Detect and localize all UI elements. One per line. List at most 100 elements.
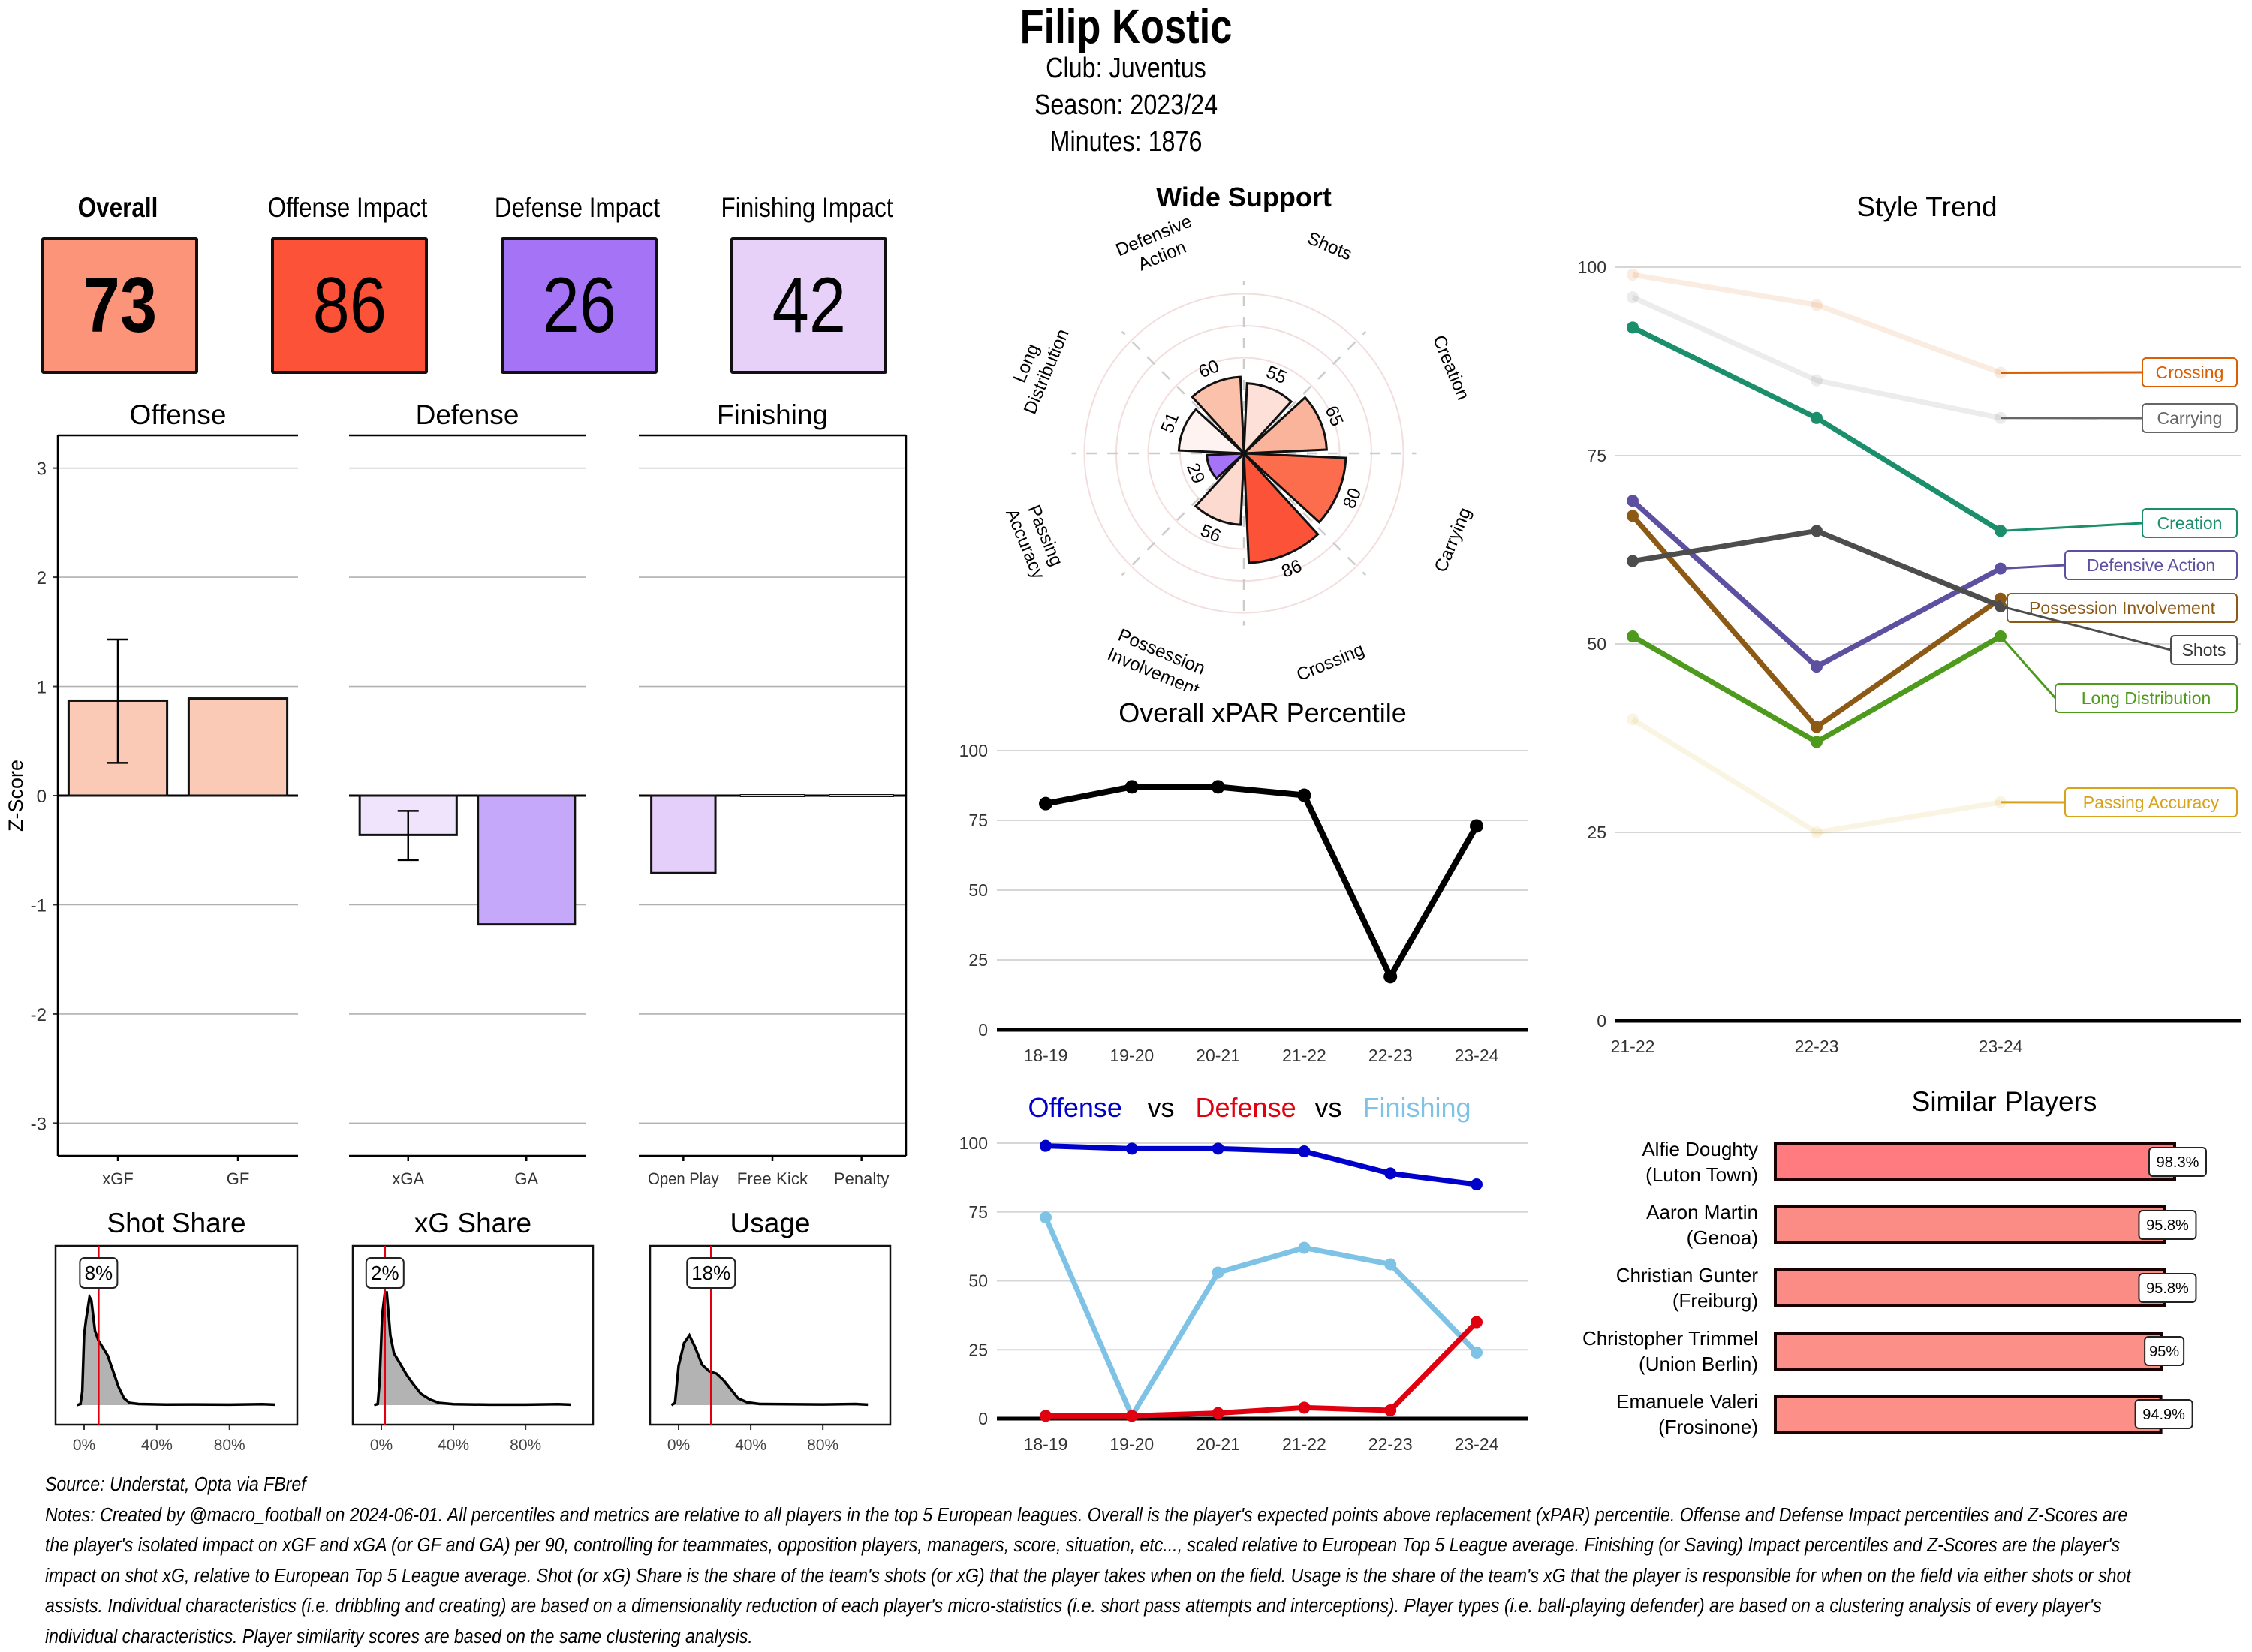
data-point-offense (1212, 1142, 1224, 1154)
x-tick-label: 40% (438, 1437, 469, 1454)
finishing-impact-score: 42 (772, 261, 845, 351)
label-leader-line (2001, 523, 2142, 531)
similar-player-club: (Genoa) (1687, 1226, 1758, 1249)
marker-label: 18% (691, 1262, 730, 1284)
offense-impact-label: Offense Impact (245, 192, 450, 224)
y-tick-label: 25 (1587, 823, 1606, 842)
defense-impact-label: Defense Impact (475, 192, 679, 224)
x-tick-label: Penalty (834, 1169, 890, 1188)
data-point-xpar (1383, 970, 1397, 983)
series-line-creation (1633, 327, 2001, 531)
data-point-finishing (1384, 1258, 1396, 1270)
similar-player-club: (Frosinone) (1658, 1416, 1758, 1438)
density-title-xg-share: xG Share (414, 1208, 531, 1238)
data-point-defensive-action (1811, 660, 1823, 673)
data-point-carrying (1811, 375, 1823, 387)
y-tick-label: 50 (968, 1271, 988, 1291)
data-point-finishing (1040, 1211, 1052, 1223)
data-point-possession-involvement (1627, 510, 1639, 522)
radar-value-label: 80 (1339, 485, 1365, 511)
data-point-long-distribution (1811, 736, 1823, 748)
data-point-passing-accuracy (1811, 826, 1823, 838)
similarity-label: 95.8% (2146, 1217, 2189, 1234)
data-point-offense (1298, 1145, 1310, 1157)
y-tick-label: -2 (31, 1005, 47, 1025)
y-tick-label: 2 (37, 568, 47, 588)
y-tick-label: 0 (37, 787, 47, 807)
y-tick-label: 75 (1587, 446, 1606, 465)
y-tick-label: 50 (968, 880, 988, 900)
bar-ga (478, 796, 575, 925)
series-label-carrying: Carrying (2157, 408, 2223, 428)
y-tick-label: 75 (968, 1202, 988, 1222)
data-point-possession-involvement (1811, 721, 1823, 733)
x-tick-label: 19-20 (1109, 1046, 1154, 1065)
radar-category-label: Crossing (1293, 639, 1367, 685)
y-tick-label: 100 (1578, 257, 1606, 277)
similarity-bar (1775, 1144, 2175, 1180)
similar-players-title: Similar Players (1912, 1086, 2097, 1117)
x-tick-label: 21-22 (1282, 1434, 1326, 1454)
ovd-title-part-0: Offense (1028, 1092, 1122, 1123)
data-point-offense (1126, 1142, 1138, 1154)
x-tick-label: 22-23 (1795, 1037, 1839, 1056)
series-line-shots (1633, 531, 2001, 606)
radar-category-label: PassingAccuracy (1001, 498, 1069, 582)
series-line-xpar (1046, 787, 1477, 976)
series-label-long-distribution: Long Distribution (2082, 688, 2211, 708)
x-tick-label: 19-20 (1109, 1434, 1154, 1454)
similar-player-club: (Luton Town) (1645, 1163, 1758, 1186)
similar-player-club: (Union Berlin) (1639, 1353, 1758, 1375)
x-tick-label: 21-22 (1282, 1046, 1326, 1065)
radar-value-label: 55 (1263, 362, 1290, 388)
overall-label: Overall (16, 192, 220, 224)
bar-gf (188, 699, 287, 796)
xpar-title: Overall xPAR Percentile (1118, 697, 1406, 728)
radar-value-label: 51 (1157, 410, 1183, 436)
series-label-defensive-action: Defensive Action (2087, 555, 2215, 575)
data-point-defense (1298, 1401, 1310, 1413)
data-point-passing-accuracy (1627, 713, 1639, 725)
notes-line-2: the player's isolated impact on xGF and … (45, 1530, 2029, 1561)
x-tick-label: 18-19 (1024, 1046, 1068, 1065)
similarity-label: 94.9% (2142, 1407, 2185, 1423)
data-point-xpar (1297, 789, 1311, 802)
x-tick-label: 23-24 (1455, 1046, 1499, 1065)
radar-value-label: 56 (1197, 520, 1224, 546)
ovd-title-part-3: vs (1315, 1092, 1342, 1123)
x-tick-label: 22-23 (1368, 1434, 1413, 1454)
series-label-crossing: Crossing (2156, 363, 2224, 382)
wide-support-radar: Wide Support55Shots65Creation80Carrying8… (976, 173, 1516, 691)
y-tick-label: 0 (978, 1409, 988, 1428)
x-tick-label: 0% (370, 1437, 393, 1454)
x-tick-label: 40% (735, 1437, 766, 1454)
x-tick-label: 80% (510, 1437, 541, 1454)
y-tick-label: 3 (37, 459, 47, 480)
radar-category-label: DefensiveAction (1113, 211, 1203, 281)
density-title-shot-share: Shot Share (107, 1208, 245, 1238)
x-tick-label: xGA (392, 1169, 424, 1188)
data-point-shots (1811, 525, 1823, 537)
y-tick-label: 25 (968, 950, 988, 970)
data-point-offense (1471, 1178, 1483, 1190)
similarity-bar (1775, 1207, 2164, 1243)
x-tick-label: GA (514, 1169, 538, 1188)
y-tick-label: 75 (968, 811, 988, 830)
season-line: Season: 2023/24 (967, 89, 1286, 122)
notes-line-3: impact on shot xG, relative to European … (45, 1561, 2029, 1592)
notes-line-5: individual characteristics. Player simil… (45, 1622, 2029, 1652)
radar-title: Wide Support (1156, 182, 1332, 212)
data-point-creation (1627, 321, 1639, 333)
y-axis-label: Z-Score (5, 760, 27, 832)
data-point-carrying (1627, 291, 1639, 303)
radar-value-label: 60 (1196, 356, 1222, 382)
data-point-finishing (1298, 1241, 1310, 1253)
marker-label: 8% (85, 1262, 113, 1284)
player-name: Filip Kostic (972, 0, 1280, 54)
